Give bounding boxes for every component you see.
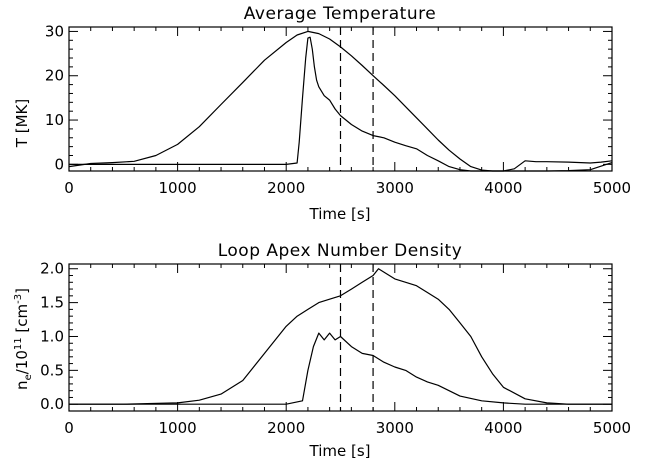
ylabel-n: n xyxy=(13,380,31,390)
ylabel-slash-base: /10 xyxy=(13,350,31,374)
x-tick-label: 2000 xyxy=(267,179,305,197)
y-tick-label: 0 xyxy=(54,155,64,173)
temperature-plot: 0 1000 2000 3000 4000 5000 0 10 20 30 xyxy=(45,22,631,197)
y-tick-label: 30 xyxy=(45,22,64,40)
y-tick-label: 20 xyxy=(45,67,64,85)
panel-1-xlabel: Time [s] xyxy=(309,205,371,223)
x-tick-label: 0 xyxy=(64,179,74,197)
x-tick-label: 1000 xyxy=(159,419,197,437)
ylabel-sub-e: e xyxy=(23,374,34,380)
x-tick-label: 3000 xyxy=(376,419,414,437)
series-line-1 xyxy=(69,268,612,405)
y-tick-label: 10 xyxy=(45,111,64,129)
y-tick-label: 1.0 xyxy=(40,327,64,345)
y-tick-label: 1.5 xyxy=(40,294,64,312)
ylabel-unit-open: [cm xyxy=(13,304,31,337)
ylabel-exp-neg3: -3 xyxy=(13,294,24,304)
panel-2-xlabel: Time [s] xyxy=(309,442,371,460)
x-tick-label: 5000 xyxy=(593,419,631,437)
ylabel-exp-11: 11 xyxy=(13,337,24,350)
panel-2-ylabel: ne/1011 [cm-3] xyxy=(13,288,34,390)
y-tick-label: 2.0 xyxy=(40,260,64,278)
panel-2-title: Loop Apex Number Density xyxy=(218,241,463,261)
x-tick-label: 4000 xyxy=(484,179,522,197)
x-tick-label: 5000 xyxy=(593,179,631,197)
series-line-2 xyxy=(69,332,612,405)
panel-1-ylabel: T [MK] xyxy=(13,99,31,148)
x-tick-label: 4000 xyxy=(484,419,522,437)
y-tick-label: 0.5 xyxy=(40,361,64,379)
density-plot: 0 1000 2000 3000 4000 5000 0.0 0.5 1.0 1.5 2.0 xyxy=(40,260,631,437)
x-tick-label: 3000 xyxy=(376,179,414,197)
x-tick-label: 1000 xyxy=(159,179,197,197)
series-line-2 xyxy=(69,36,613,172)
panel-1-title: Average Temperature xyxy=(244,4,436,24)
y-tick-label: 0.0 xyxy=(40,395,64,413)
x-tick-label: 2000 xyxy=(267,419,305,437)
x-tick-label: 0 xyxy=(64,419,74,437)
ylabel-unit-close: ] xyxy=(13,288,31,294)
